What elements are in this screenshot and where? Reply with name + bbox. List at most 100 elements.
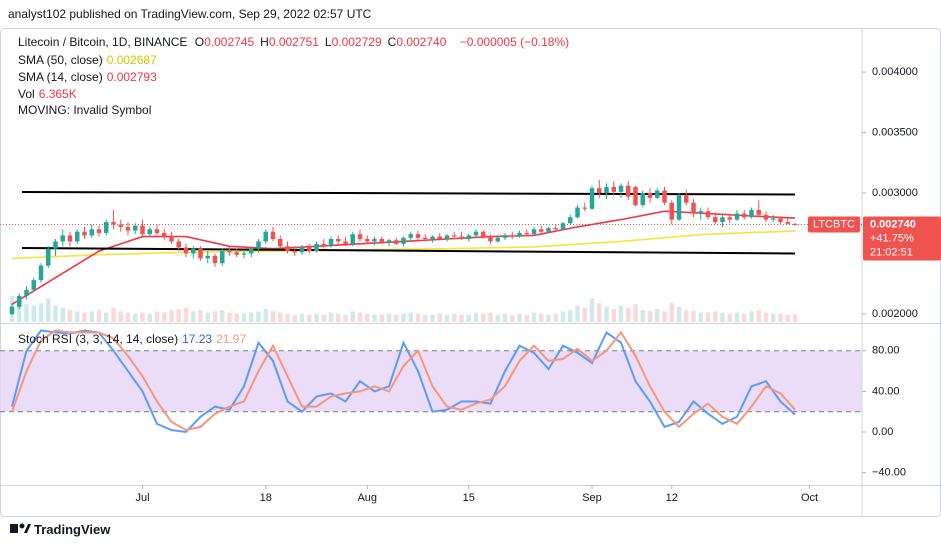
- indicator-name: MOVING: Invalid Symbol: [18, 103, 152, 117]
- symbol-title: Litecoin / Bitcoin, 1D, BINANCE: [18, 35, 188, 49]
- volume-bar: [162, 312, 167, 322]
- candle-body: [473, 231, 479, 236]
- candle-body: [655, 190, 660, 198]
- volume-bar: [423, 314, 428, 322]
- volume-bar: [314, 313, 319, 322]
- indicator-name: Vol: [18, 87, 35, 101]
- candle-body: [466, 235, 472, 240]
- candle-body: [785, 222, 791, 224]
- candle-body: [31, 280, 36, 290]
- candle-body: [307, 247, 312, 252]
- x-tick-label: Oct: [801, 492, 818, 504]
- stoch-title: Stoch RSI (3, 3, 14, 14, close): [18, 332, 179, 346]
- volume-bar: [104, 312, 109, 322]
- volume-bar: [328, 312, 334, 322]
- line-series: [11, 329, 796, 432]
- y-tick-label: 80.00: [872, 345, 900, 357]
- candle-body: [597, 188, 602, 194]
- candle-body: [553, 228, 559, 230]
- countdown-badge-text: 21:02:51: [870, 246, 913, 258]
- volume-bar: [575, 305, 580, 322]
- candle-body: [756, 209, 762, 215]
- volume-bar: [633, 304, 638, 322]
- candle-body: [234, 252, 239, 255]
- volume-bar: [589, 298, 595, 322]
- candle-body: [502, 235, 508, 238]
- indicator-legend: MOVING: Invalid Symbol: [18, 103, 155, 117]
- trend-line-lower: [21, 247, 796, 255]
- volume-bar: [792, 314, 798, 322]
- candle-body: [517, 232, 522, 237]
- volume-bar: [531, 312, 537, 322]
- candle-body: [589, 188, 595, 209]
- candle-body: [147, 229, 152, 235]
- candle-body: [278, 239, 283, 247]
- volume-bar: [756, 310, 762, 322]
- volume-bar: [278, 312, 283, 322]
- indicator-value: 6.365K: [38, 87, 77, 101]
- volume-bar: [176, 309, 181, 322]
- y-tick-label: 0.00: [872, 426, 893, 438]
- candle-body: [560, 223, 566, 230]
- ohlc-key: O: [194, 35, 205, 49]
- candle-body: [299, 247, 305, 253]
- candle-body: [720, 217, 725, 223]
- symbol-badge-text: LTCBTC: [813, 218, 855, 230]
- volume-bar: [401, 313, 406, 322]
- volume-bar: [546, 314, 551, 322]
- tv-logo: [10, 523, 31, 533]
- indicator-legend: SMA (14, close) 0.002793: [18, 70, 161, 84]
- volume-bar: [517, 313, 522, 322]
- candle-body: [749, 209, 754, 218]
- volume-bar: [749, 311, 754, 322]
- volume-bar: [372, 314, 377, 322]
- volume-bar: [553, 313, 559, 322]
- volume-bar: [640, 310, 646, 322]
- candle-body: [452, 235, 457, 237]
- volume-bar: [734, 312, 740, 322]
- candle-body: [691, 202, 696, 214]
- candle-body: [104, 222, 109, 233]
- line-series: [11, 210, 796, 305]
- volume-bar: [31, 305, 36, 322]
- volume-bar: [582, 307, 588, 322]
- volume-bar: [183, 307, 189, 322]
- volume-bar: [17, 300, 22, 322]
- candle-body: [89, 229, 94, 236]
- candle-body: [169, 236, 174, 242]
- candle-body: [162, 232, 167, 237]
- volume-bar: [705, 312, 711, 322]
- candle-body: [336, 239, 341, 242]
- candle-body: [742, 213, 747, 218]
- candle-body: [626, 185, 631, 197]
- candle-body: [771, 218, 776, 220]
- indicator-name: SMA (50, close): [18, 53, 103, 67]
- candle-body: [118, 224, 123, 227]
- volume-bar: [495, 314, 501, 322]
- volume-bar: [408, 312, 414, 322]
- candle-body: [241, 253, 247, 255]
- volume-bar: [669, 303, 675, 322]
- volume-bar: [125, 312, 131, 322]
- ohlc-value: 0.002751: [268, 35, 319, 49]
- volume-bar: [299, 313, 305, 322]
- stoch-k-value: 17.23: [182, 332, 213, 346]
- candle-body: [444, 235, 450, 240]
- candle-body: [46, 248, 51, 266]
- volume-bar: [481, 313, 486, 322]
- x-tick-label: Jul: [135, 492, 149, 504]
- volume-bar: [241, 313, 247, 322]
- volume-bar: [118, 311, 123, 322]
- candle-body: [423, 237, 428, 240]
- indicator-value: 0.002687: [106, 53, 157, 67]
- volume-bar: [560, 311, 566, 322]
- ohlc: O0.002745 H0.002751 L0.002729 C0.002740: [195, 35, 453, 49]
- candle-body: [481, 231, 486, 237]
- candle-body: [60, 235, 65, 242]
- candle-body: [256, 241, 261, 249]
- line-series: [11, 329, 796, 434]
- y-tick-label: 0.002000: [872, 308, 918, 320]
- price-badge-text: 0.002740: [870, 218, 916, 230]
- volume-bar: [24, 304, 29, 322]
- candle-body: [705, 211, 711, 218]
